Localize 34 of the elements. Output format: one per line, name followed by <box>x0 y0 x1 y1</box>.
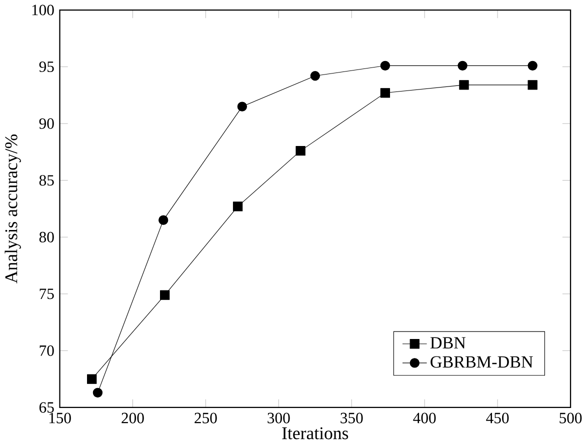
x-tick-label: 400 <box>413 412 436 424</box>
point <box>92 388 103 398</box>
point <box>458 60 468 70</box>
x-tick-label: 450 <box>486 412 509 424</box>
legend-label: GBRBM-DBN <box>430 356 533 368</box>
point <box>380 60 390 70</box>
x-tick-label: 500 <box>560 412 582 424</box>
y-tick-label: 85 <box>39 175 54 186</box>
y-tick-label: 70 <box>40 345 54 356</box>
point <box>459 80 469 90</box>
x-tick-label: 250 <box>194 412 217 424</box>
point <box>87 374 97 384</box>
point <box>158 215 168 225</box>
x-tick-label: 150 <box>49 412 71 424</box>
x-tick-label: 200 <box>122 412 144 424</box>
y-tick-label: 80 <box>39 232 54 242</box>
x-tick-label: 300 <box>268 412 290 424</box>
legend-label: DBN <box>430 337 466 348</box>
point <box>232 202 243 212</box>
y-tick-label: 95 <box>39 62 54 72</box>
x-axis-title: Iterations <box>282 427 348 440</box>
point <box>296 146 306 156</box>
y-tick-label: 90 <box>39 118 54 129</box>
point <box>528 80 538 90</box>
point <box>160 290 170 300</box>
y-tick-label: 65 <box>39 402 54 413</box>
point <box>528 60 538 70</box>
y-axis-title: Analysis accuracy/% <box>4 134 21 284</box>
point <box>237 102 248 112</box>
x-tick-label: 350 <box>340 412 363 424</box>
y-tick-label: 100 <box>32 4 54 16</box>
point <box>380 88 390 98</box>
point <box>310 71 320 81</box>
y-tick-label: 75 <box>40 288 54 300</box>
